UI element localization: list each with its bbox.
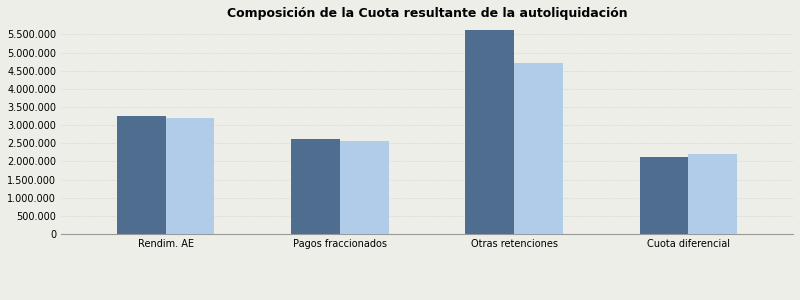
Bar [340,141,389,234]
Bar [466,30,514,234]
Bar [291,139,340,234]
Legend: Total, Beneficio: Total, Beneficio [364,298,490,300]
Bar [166,118,214,234]
Bar [514,63,563,234]
Bar [117,116,166,234]
Bar [689,154,738,234]
Title: Composición de la Cuota resultante de la autoliquidación: Composición de la Cuota resultante de la… [226,7,627,20]
Bar [640,157,689,234]
